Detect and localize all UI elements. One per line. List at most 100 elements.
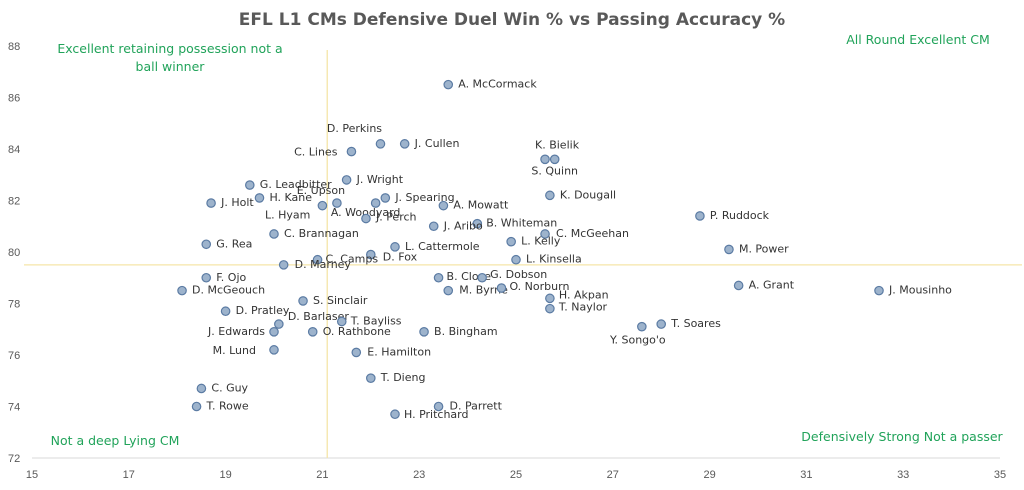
data-point-label: G. Rea: [216, 237, 252, 250]
data-point-label: C. Guy: [211, 381, 248, 394]
data-point: [438, 200, 449, 211]
data-point-label: J. Wright: [356, 173, 404, 186]
data-point: [201, 272, 212, 283]
data-point: [433, 272, 444, 283]
x-tick-label: 23: [413, 469, 425, 481]
data-point-label: P. Ruddock: [710, 209, 770, 222]
data-point: [496, 283, 507, 293]
data-point-label: S. Quinn: [531, 164, 578, 177]
chart-title: EFL L1 CMs Defensive Duel Win % vs Passi…: [239, 10, 785, 30]
x-tick-label: 29: [703, 469, 715, 481]
data-point-label: D. Fox: [383, 251, 418, 264]
data-point-label: A. Woodyard: [331, 206, 401, 219]
data-point-label: L. Kelly: [521, 235, 561, 248]
data-point-label: C. Lines: [294, 146, 338, 159]
data-point: [312, 254, 323, 265]
reference-lines: [24, 50, 1022, 458]
data-point: [874, 285, 884, 296]
data-point-label: H. Kane: [269, 191, 312, 204]
data-point: [540, 229, 550, 239]
data-point-label: O. Norburn: [509, 280, 569, 293]
data-point: [351, 347, 362, 358]
y-tick-label: 78: [8, 299, 20, 311]
quadrant-label-top-left-line1: Excellent retaining possession not a: [57, 41, 282, 56]
data-point: [370, 198, 381, 208]
data-point-label: S. Sinclair: [313, 294, 368, 307]
data-point-label: J. Cullen: [414, 137, 460, 150]
data-point-label: L. Kinsella: [526, 253, 582, 266]
data-point: [545, 303, 555, 314]
data-point: [540, 154, 550, 165]
data-point-label: E. Hamilton: [367, 345, 431, 358]
data-point-label: M. Power: [739, 242, 789, 255]
data-point-label: G. Leadbitter: [260, 178, 332, 191]
data-point: [545, 190, 555, 201]
data-point: [278, 260, 289, 270]
data-point-label: D. Barlaser: [288, 310, 350, 323]
data-point-label: C. McGeehan: [556, 227, 629, 240]
data-point-label: D. McGeouch: [192, 284, 265, 297]
data-point-label: B. Bingham: [434, 325, 498, 338]
data-point: [472, 218, 483, 229]
data-point-label: T. Rowe: [206, 400, 249, 413]
data-point-label: M. Byrne: [459, 284, 508, 297]
data-points: A. McCormack D. Perkins J. Cullen C. Lines K…: [177, 78, 952, 421]
data-point: [443, 285, 454, 296]
data-point-label: J. Mousinho: [888, 284, 952, 297]
data-point: [399, 139, 410, 149]
quadrant-label-bottom-right: Defensively Strong Not a passer: [801, 429, 1003, 444]
data-point: [332, 198, 342, 208]
x-tick-label: 31: [800, 469, 812, 481]
data-point: [733, 280, 744, 291]
quadrant-label-top-left-line2: ball winner: [136, 59, 206, 74]
data-point-label: G. Dobson: [490, 268, 547, 281]
data-point-label: O. Rathbone: [323, 325, 391, 338]
data-point: [433, 401, 444, 412]
data-point-label: C. Brannagan: [284, 227, 359, 240]
data-point: [341, 175, 352, 185]
data-point: [269, 229, 279, 239]
data-point: [511, 254, 521, 265]
data-point: [390, 409, 400, 420]
data-point: [365, 249, 376, 260]
y-tick-label: 86: [8, 93, 20, 105]
y-tick-label: 76: [8, 350, 20, 362]
data-point-label: J. Aribo: [443, 219, 483, 232]
data-point-label: A. Mowatt: [453, 199, 509, 212]
data-point-label: T. Bayliss: [350, 315, 402, 328]
data-point: [220, 306, 231, 317]
data-point: [346, 146, 357, 157]
data-point: [477, 272, 487, 283]
data-point: [545, 293, 555, 304]
data-point: [269, 345, 279, 355]
y-tick-label: 84: [8, 144, 20, 156]
axes: 15 17 19 21 23 25 27 29 31 33 35 72 74 76 78 80 82 84 86 88: [8, 41, 1006, 481]
y-tick-label: 88: [8, 41, 20, 53]
data-point: [637, 321, 647, 332]
data-point: [549, 154, 560, 165]
quadrant-labels: Excellent retaining possession not a bal…: [51, 32, 1004, 448]
data-point-label: D. Perkins: [327, 122, 382, 135]
data-point-label: J. Edwards: [207, 325, 265, 338]
data-point-label: K. Bielik: [535, 138, 580, 151]
data-point: [196, 383, 207, 394]
data-point: [269, 327, 279, 337]
data-point: [390, 242, 400, 252]
y-tick-label: 74: [8, 402, 20, 414]
y-tick-label: 80: [8, 247, 20, 259]
data-point: [375, 139, 386, 149]
data-point-label: K. Dougall: [560, 188, 616, 201]
data-point-label: A. Grant: [749, 278, 795, 291]
data-point: [201, 239, 212, 250]
x-tick-label: 19: [219, 469, 231, 481]
data-point: [361, 213, 371, 224]
x-tick-label: 15: [26, 469, 38, 481]
quadrant-label-bottom-left: Not a deep Lying CM: [51, 433, 180, 448]
data-point-label: D. Pratley: [236, 304, 290, 317]
data-point-label: F. Ojo: [216, 271, 246, 284]
data-point: [307, 327, 318, 337]
data-point: [506, 236, 516, 247]
data-point-label: J. Holt: [220, 196, 254, 209]
y-tick-label: 82: [8, 196, 20, 208]
data-point: [419, 327, 429, 337]
